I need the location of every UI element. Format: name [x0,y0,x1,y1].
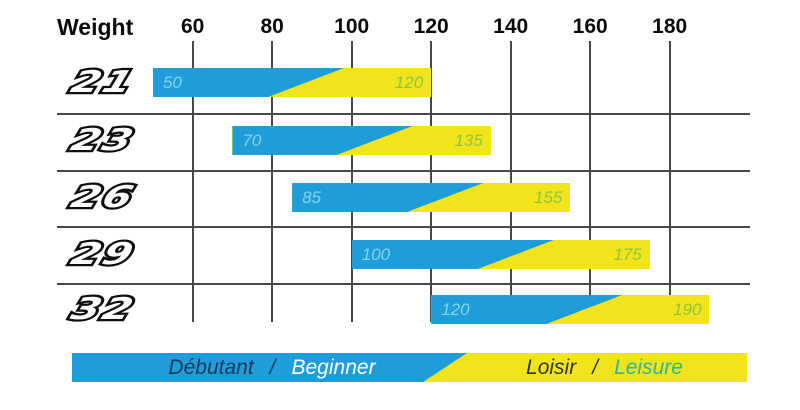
range-min-value: 120 [441,300,470,319]
range-max-value: 120 [394,73,424,92]
legend-separator: / [269,355,276,379]
row-separator-line [57,169,750,172]
range-min-value: 100 [361,245,391,264]
size-badge: 21 [64,61,143,102]
size-badge: 23 [64,119,143,160]
range-max-value: 190 [673,300,702,319]
legend-leisure-en: Leisure [614,355,683,379]
gridline-vertical [271,41,274,322]
gridline-vertical [191,41,194,322]
x-tick-label: 100 [334,15,370,38]
weight-range-bar: 50 120 [152,68,432,97]
beginner-range-segment [351,240,554,269]
weight-range-bar: 85 155 [292,183,571,212]
row-separator-line [57,113,750,115]
legend-beginner-en: Beginner [291,355,376,379]
size-badge-text: 23 [67,122,141,157]
x-tick-label: 180 [652,15,688,38]
size-badge-text: 21 [67,64,141,99]
gridline-vertical [509,41,512,322]
range-max-value: 175 [613,245,642,264]
legend-beginner-segment [72,353,467,382]
legend-leisure-fr: Loisir [526,355,577,379]
legend-beginner-fr: Débutant [168,355,254,379]
gridline-vertical [668,41,671,322]
legend-separator: / [592,355,599,379]
gridline-vertical [589,41,592,322]
x-tick-label: 160 [572,15,608,38]
row-separator-line [57,282,750,285]
range-max-value: 155 [533,188,563,207]
gridline-vertical [350,41,353,322]
x-tick-label: 60 [181,15,205,38]
legend: Débutant / Beginner Loisir / Leisure [72,353,747,382]
size-badge-text: 29 [67,236,141,271]
size-badge: 29 [64,233,143,274]
size-badge: 26 [64,176,143,217]
x-tick-label: 80 [260,15,284,38]
weight-range-bar: 70 135 [232,126,491,155]
size-badge-text: 32 [67,291,141,326]
x-tick-label: 140 [493,15,529,38]
row-separator-line [57,226,750,228]
range-min-value: 85 [302,188,321,207]
size-badge-text: 26 [67,179,141,214]
weight-range-bar: 120 190 [431,295,710,324]
range-max-value: 135 [454,131,483,150]
size-badge: 32 [64,288,143,329]
x-tick-label: 120 [413,15,449,38]
beginner-range-segment [152,68,345,97]
gridline-vertical [430,41,433,322]
beginner-range-segment [232,126,413,155]
beginner-range-segment [292,183,484,212]
range-min-value: 50 [162,73,182,92]
legend-beginner-label: Débutant / Beginner [82,353,462,382]
range-min-value: 70 [242,131,262,150]
weight-range-bar: 100 175 [351,240,650,269]
legend-leisure-label: Loisir / Leisure [472,353,737,382]
beginner-range-segment [431,295,623,324]
axis-title: Weight [57,14,134,40]
